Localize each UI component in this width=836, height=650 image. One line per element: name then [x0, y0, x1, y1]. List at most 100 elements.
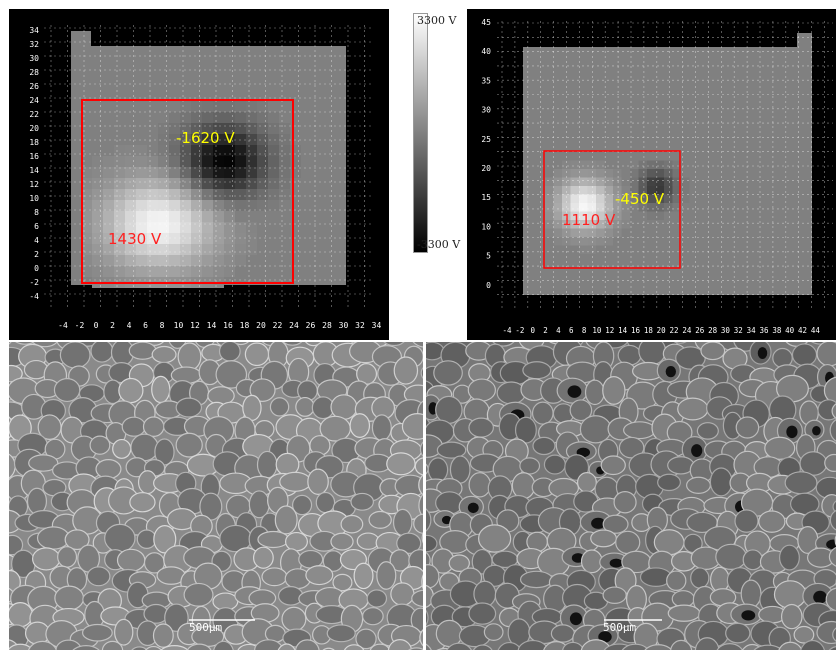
potential-cell — [125, 244, 136, 255]
potential-cell — [553, 237, 562, 246]
foam-cell — [448, 554, 470, 572]
potential-cell — [180, 156, 191, 167]
potential-cell — [545, 211, 554, 220]
potential-cell — [125, 222, 136, 233]
potential-cell — [136, 244, 147, 255]
potential-cell — [681, 194, 690, 203]
potential-cell — [81, 200, 92, 211]
potential-cell — [604, 237, 613, 246]
potential-cell — [147, 178, 158, 189]
potential-cell — [268, 200, 279, 211]
foam-cell — [832, 627, 836, 642]
potential-cell — [570, 177, 579, 186]
foam-cell — [584, 379, 605, 406]
potential-cell — [587, 177, 596, 186]
foam-cell — [734, 509, 759, 533]
foam-cell — [118, 377, 144, 404]
potential-cell — [570, 186, 579, 195]
foam-cell — [183, 582, 214, 607]
foam-cell — [418, 493, 423, 518]
y-tick-label: 32 — [29, 40, 39, 49]
potential-cell — [579, 203, 588, 212]
foam-cell — [753, 644, 783, 650]
foam-cell — [401, 413, 423, 440]
potential-cell — [191, 255, 202, 266]
foam-cell — [784, 471, 818, 495]
potential-cell — [202, 189, 213, 200]
foam-cell — [478, 524, 512, 553]
foam-cell — [177, 342, 202, 371]
foam-cell — [590, 529, 617, 548]
foam-cell — [284, 531, 308, 552]
x-tick-label: 30 — [339, 321, 349, 330]
potential-cell — [587, 203, 596, 212]
potential-cell — [587, 237, 596, 246]
potential-cell — [224, 167, 235, 178]
foam-pore — [441, 515, 452, 525]
foam-pore — [569, 612, 583, 626]
foam-cell — [823, 376, 836, 405]
potential-cell — [136, 222, 147, 233]
potential-cell — [638, 169, 647, 178]
potential-cell — [596, 237, 605, 246]
potential-cell — [664, 160, 673, 169]
potential-cell — [224, 123, 235, 134]
potential-cell — [562, 220, 571, 229]
y-tick-label: -2 — [29, 278, 39, 287]
foam-cell — [213, 640, 234, 650]
potential-cell — [224, 189, 235, 200]
potential-cell — [235, 112, 246, 123]
foam-pore — [691, 444, 703, 457]
potential-cell — [158, 266, 169, 277]
foam-cell — [522, 361, 552, 380]
foam-cell — [569, 399, 593, 422]
potential-cell — [125, 200, 136, 211]
potential-cell — [191, 134, 202, 145]
potential-cell — [613, 194, 622, 203]
potential-cell — [235, 200, 246, 211]
potential-cell — [621, 220, 630, 229]
potential-cell — [235, 222, 246, 233]
potential-cell — [158, 123, 169, 134]
potential-cell — [224, 101, 235, 112]
potential-cell — [213, 167, 224, 178]
x-tick-label: 34 — [747, 326, 757, 335]
foam-cell — [778, 544, 800, 571]
foam-cell — [396, 532, 422, 554]
potential-cell — [681, 186, 690, 195]
potential-cell — [655, 177, 664, 186]
foam-cell — [90, 342, 114, 363]
potential-cell — [103, 244, 114, 255]
potential-cell — [125, 255, 136, 266]
potential-cell — [202, 266, 213, 277]
potential-cell — [180, 244, 191, 255]
foam-cell — [164, 603, 189, 632]
potential-cell — [213, 101, 224, 112]
potential-cell — [553, 220, 562, 229]
foam-cell — [436, 441, 467, 459]
potential-cell — [613, 186, 622, 195]
potential-cell — [596, 228, 605, 237]
potential-cell — [257, 178, 268, 189]
foam-cell — [829, 509, 836, 531]
potential-cell — [202, 101, 213, 112]
potential-cell — [158, 255, 169, 266]
potential-cell — [587, 160, 596, 169]
sem-right-scale-label: 500µm — [603, 621, 637, 634]
foam-cell — [602, 514, 629, 534]
x-tick-label: 44 — [811, 326, 821, 335]
potential-cell — [647, 211, 656, 220]
foam-cell — [89, 435, 111, 455]
potential-cell — [103, 189, 114, 200]
foam-cell — [670, 639, 693, 650]
potential-cell — [213, 222, 224, 233]
x-tick-label: 42 — [798, 326, 807, 335]
potential-cell — [114, 211, 125, 222]
potential-cell — [246, 145, 257, 156]
foam-cell — [28, 454, 59, 472]
potential-cell — [647, 186, 656, 195]
potential-cell — [224, 211, 235, 222]
foam-cell — [330, 394, 358, 420]
foam-cell — [366, 589, 388, 608]
potential-cell — [114, 244, 125, 255]
